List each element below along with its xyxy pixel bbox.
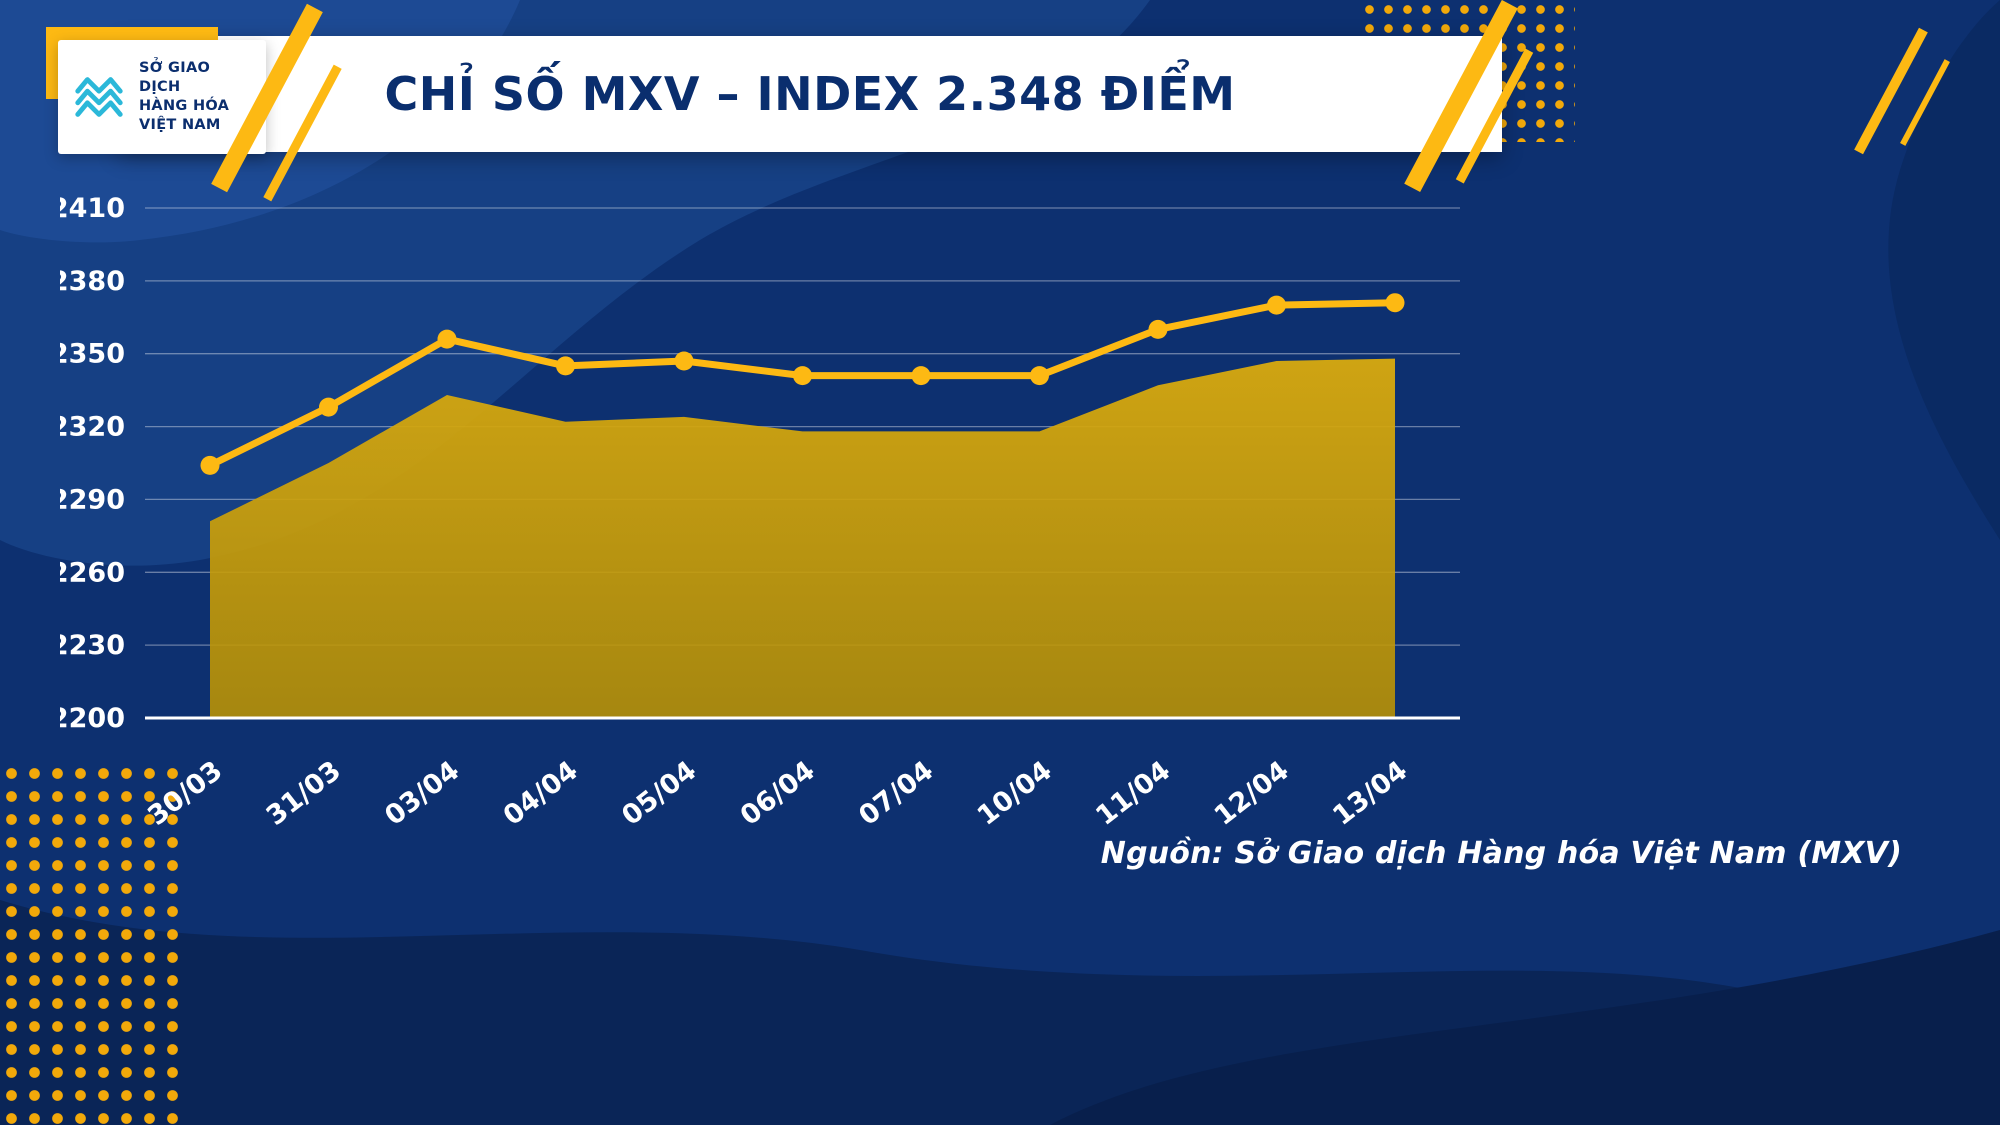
svg-text:13/04: 13/04	[1327, 755, 1413, 832]
svg-text:12/04: 12/04	[1209, 755, 1295, 832]
mxv-logo: SỞ GIAO DỊCH HÀNG HÓA VIỆT NAM	[58, 40, 266, 154]
svg-text:2320: 2320	[60, 412, 125, 443]
logo-text-line-1: SỞ GIAO DỊCH	[139, 60, 211, 96]
svg-text:2380: 2380	[60, 266, 125, 297]
svg-text:03/04: 03/04	[379, 755, 465, 832]
svg-text:06/04: 06/04	[735, 755, 821, 832]
svg-text:2350: 2350	[60, 339, 125, 370]
index-chart-svg: 2410 2380 2350 2320 2290 2260 2230 2200 30/03 31/…	[50, 193, 1460, 832]
logo-text-line-3: VIỆT NAM	[139, 116, 221, 133]
source-caption: Nguồn: Sở Giao dịch Hàng hóa Việt Nam (M…	[1100, 836, 1902, 871]
svg-text:2290: 2290	[60, 484, 125, 515]
title-banner: CHỈ SỐ MXV – INDEX 2.348 ĐIỂM	[118, 36, 1502, 152]
svg-text:2410: 2410	[60, 193, 125, 224]
logo-text-line-2: HÀNG HÓA	[139, 98, 230, 114]
svg-text:04/04: 04/04	[498, 755, 584, 832]
svg-text:2260: 2260	[60, 557, 125, 588]
svg-text:11/04: 11/04	[1090, 755, 1176, 832]
svg-text:05/04: 05/04	[616, 755, 702, 832]
mxv-logo-icon	[75, 77, 123, 117]
page-title: CHỈ SỐ MXV – INDEX 2.348 ĐIỂM	[384, 67, 1236, 121]
mxv-logo-text: SỞ GIAO DỊCH HÀNG HÓA VIỆT NAM	[139, 59, 254, 134]
svg-text:10/04: 10/04	[972, 755, 1058, 832]
svg-text:07/04: 07/04	[853, 755, 939, 832]
svg-text:2230: 2230	[60, 630, 125, 661]
svg-text:2200: 2200	[60, 703, 125, 734]
svg-text:31/03: 31/03	[261, 755, 347, 832]
svg-text:30/03: 30/03	[142, 755, 228, 832]
dots-pattern-bottom-left	[0, 762, 188, 1125]
index-chart: 2410 2380 2350 2320 2290 2260 2230 2200 30/03 31/…	[50, 178, 1480, 838]
